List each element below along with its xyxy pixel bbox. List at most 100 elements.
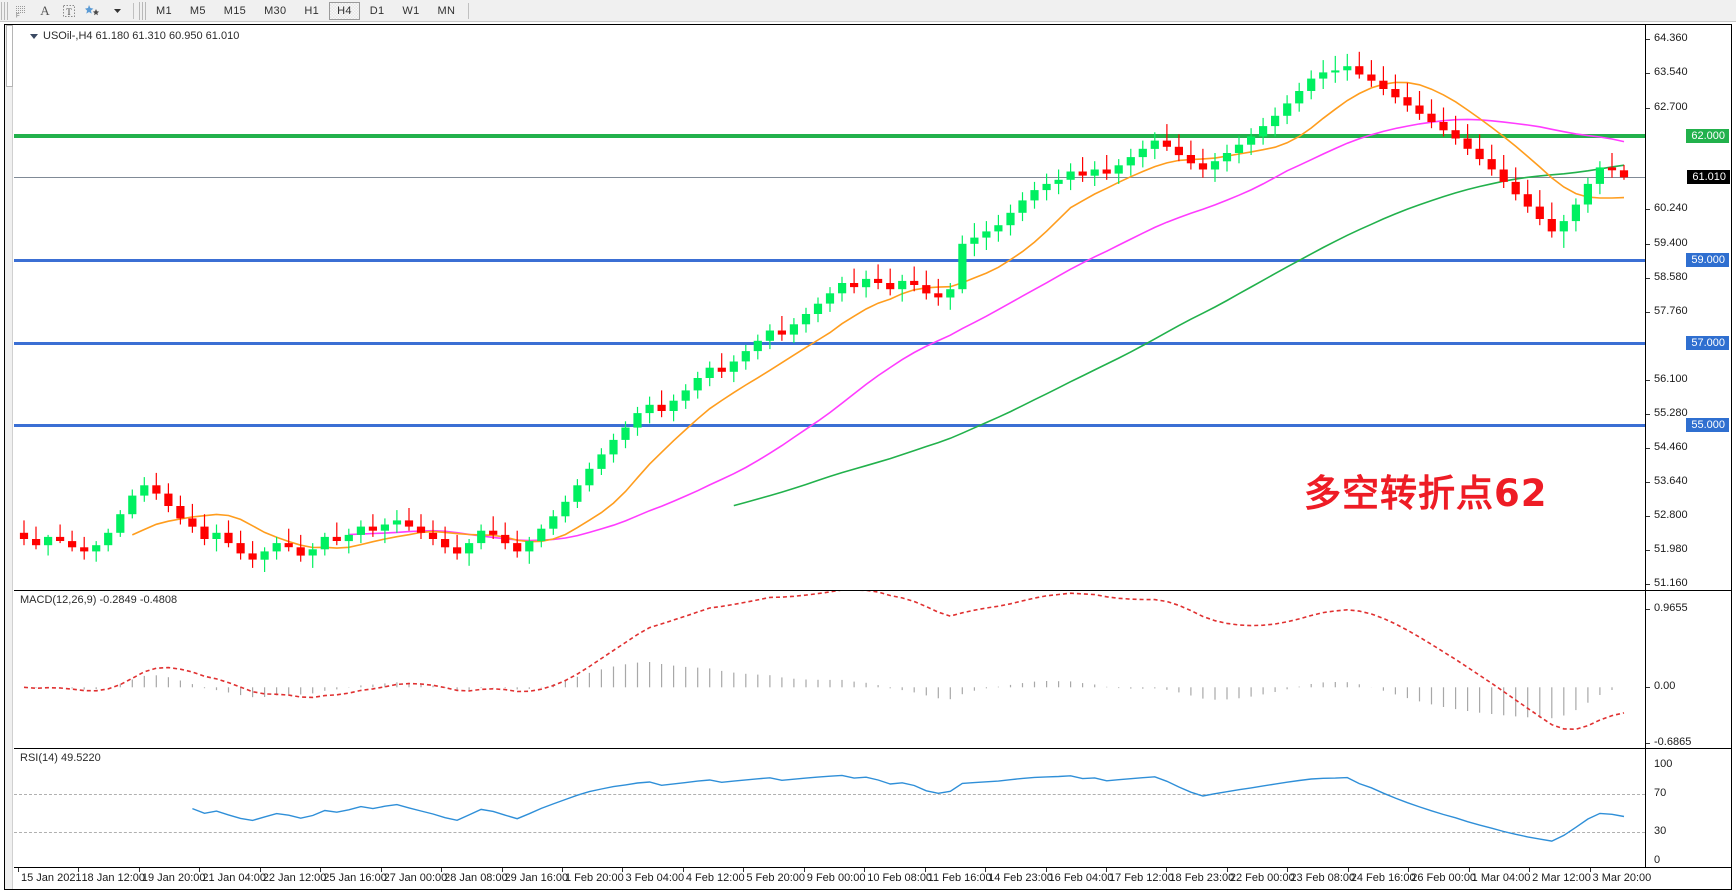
time-label: 3 Mar 20:00 xyxy=(1592,872,1652,884)
time-label: 15 Jan 2021 xyxy=(21,872,82,884)
toolbar: F A T M1 M5 M15 M30 H1 H4 D1 xyxy=(0,0,1736,22)
symbol-info-label: USOil-,H4 61.180 61.310 60.950 61.010 xyxy=(30,30,239,42)
collapse-triangle-icon[interactable] xyxy=(30,33,38,39)
time-tick xyxy=(18,868,19,872)
time-label: 21 Jan 04:00 xyxy=(202,872,266,884)
time-label: 25 Jan 16:00 xyxy=(323,872,387,884)
time-tick xyxy=(1287,868,1289,872)
time-label: 10 Feb 08:00 xyxy=(867,872,933,884)
time-label: 16 Feb 04:00 xyxy=(1048,872,1114,884)
price-panel[interactable]: USOil-,H4 61.180 61.310 60.950 61.010 多空… xyxy=(14,25,1731,590)
time-label: 18 Feb 23:00 xyxy=(1169,872,1235,884)
timeframe-h1[interactable]: H1 xyxy=(304,4,320,17)
time-tick xyxy=(864,868,866,872)
price-axis[interactable]: 64.360 63.540 62.700 60.240 59.400 58.580 57.7… xyxy=(1645,25,1731,590)
time-tick xyxy=(259,868,261,872)
time-tick xyxy=(441,868,443,872)
time-tick xyxy=(199,868,201,872)
timeframe-d1[interactable]: D1 xyxy=(369,4,385,17)
toolbar-separator xyxy=(133,2,134,19)
current-price-box: 61.010 xyxy=(1687,170,1730,185)
time-tick xyxy=(743,868,745,872)
timeframe-h4[interactable]: H4 xyxy=(329,1,360,20)
time-tick xyxy=(682,868,684,872)
rsi-panel[interactable]: RSI(14) 49.5220 100 70 30 0 xyxy=(14,748,1731,868)
time-tick xyxy=(985,868,987,872)
price-plot-area[interactable]: 多空转折点62 xyxy=(14,25,1645,590)
level-price-box-55-000[interactable]: 55.000 xyxy=(1686,418,1729,433)
level-line-59-000[interactable] xyxy=(14,259,1645,263)
time-label: 1 Mar 04:00 xyxy=(1471,872,1531,884)
time-tick xyxy=(924,868,926,872)
macd-series-svg xyxy=(23,591,1625,731)
level-price-box-59-000[interactable]: 59.000 xyxy=(1686,253,1729,268)
time-axis[interactable]: 15 Jan 2021 18 Jan 12:00 19 Jan 20:00 21 Ja… xyxy=(14,867,1731,889)
time-tick xyxy=(622,868,624,872)
time-tick xyxy=(562,868,563,872)
text-box-icon[interactable]: T xyxy=(57,1,81,21)
time-tick xyxy=(1106,868,1107,872)
rsi-level-70 xyxy=(14,793,1645,795)
time-tick xyxy=(1408,868,1410,872)
time-tick xyxy=(501,868,503,872)
timeframe-m30[interactable]: M30 xyxy=(264,4,287,17)
level-line-55-000[interactable] xyxy=(14,424,1645,428)
time-label: 2 Mar 12:00 xyxy=(1532,872,1591,884)
time-tick xyxy=(1589,868,1591,872)
macd-label: MACD(12,26,9) -0.2849 -0.4808 xyxy=(20,594,178,606)
time-label: 26 Feb 00:00 xyxy=(1411,872,1477,884)
rsi-axis[interactable]: 100 70 30 0 xyxy=(1645,749,1731,868)
time-tick xyxy=(1045,868,1047,872)
macd-panel[interactable]: MACD(12,26,9) -0.2849 -0.4808 0.9655 0.00… xyxy=(14,590,1731,748)
time-tick xyxy=(1166,868,1168,872)
time-label: 24 Feb 16:00 xyxy=(1350,872,1416,884)
time-tick xyxy=(1347,868,1349,872)
level-line-57-000[interactable] xyxy=(14,341,1645,345)
time-label: 22 Feb 00:00 xyxy=(1229,872,1295,884)
toolbar-grip[interactable] xyxy=(1,1,8,20)
timeframe-m1[interactable]: M1 xyxy=(156,4,172,17)
text-label-icon[interactable]: A xyxy=(40,2,50,18)
time-label: 27 Jan 00:00 xyxy=(383,872,448,884)
time-label: 9 Feb 00:00 xyxy=(806,872,866,884)
time-tick xyxy=(1226,868,1228,872)
macd-plot-area[interactable] xyxy=(14,591,1645,748)
rsi-label: RSI(14) 49.5220 xyxy=(20,752,101,764)
time-label: 18 Jan 12:00 xyxy=(81,872,146,884)
level-line-62-000[interactable] xyxy=(14,134,1645,139)
vertical-scrollbar[interactable] xyxy=(5,25,13,889)
toolbar-separator-2 xyxy=(468,2,470,19)
time-label: 28 Jan 08:00 xyxy=(444,872,508,884)
price-series-svg xyxy=(19,51,1629,572)
dropdown-arrow-icon[interactable] xyxy=(105,1,129,21)
rsi-plot-area[interactable] xyxy=(14,749,1645,868)
timeframe-grip[interactable] xyxy=(139,1,146,20)
time-tick xyxy=(803,868,805,872)
current-price-line xyxy=(14,177,1645,179)
chart-annotation-text[interactable]: 多空转折点62 xyxy=(1304,472,1548,515)
time-label: 3 Feb 04:00 xyxy=(625,872,685,884)
crosshair-grid-icon[interactable]: F xyxy=(9,1,33,21)
chart-canvas-border: USOil-,H4 61.180 61.310 60.950 61.010 多空… xyxy=(4,24,1732,890)
timeframe-m15[interactable]: M15 xyxy=(223,4,247,17)
timeframe-mn[interactable]: MN xyxy=(437,4,456,17)
time-tick xyxy=(138,868,140,872)
time-label: 29 Jan 16:00 xyxy=(504,872,569,884)
level-price-box-62-000[interactable]: 62.000 xyxy=(1686,129,1729,144)
level-price-box-57-000[interactable]: 57.000 xyxy=(1686,335,1729,350)
objects-icon[interactable] xyxy=(81,1,105,21)
rsi-level-30 xyxy=(14,832,1645,834)
time-tick xyxy=(1529,868,1531,872)
timeframe-m5[interactable]: M5 xyxy=(189,4,206,17)
time-label: 11 Feb 16:00 xyxy=(927,872,992,884)
time-label: 1 Feb 20:00 xyxy=(565,872,624,884)
time-label: 4 Feb 12:00 xyxy=(685,872,745,884)
macd-axis[interactable]: 0.9655 0.00 -0.6865 xyxy=(1645,591,1731,748)
time-label: 17 Feb 12:00 xyxy=(1109,872,1174,884)
timeframe-w1[interactable]: W1 xyxy=(402,4,420,17)
chart-frame: USOil-,H4 61.180 61.310 60.950 61.010 多空… xyxy=(0,22,1736,893)
time-label: 23 Feb 08:00 xyxy=(1290,872,1356,884)
time-tick xyxy=(78,868,80,872)
rsi-series-svg xyxy=(192,774,1625,842)
